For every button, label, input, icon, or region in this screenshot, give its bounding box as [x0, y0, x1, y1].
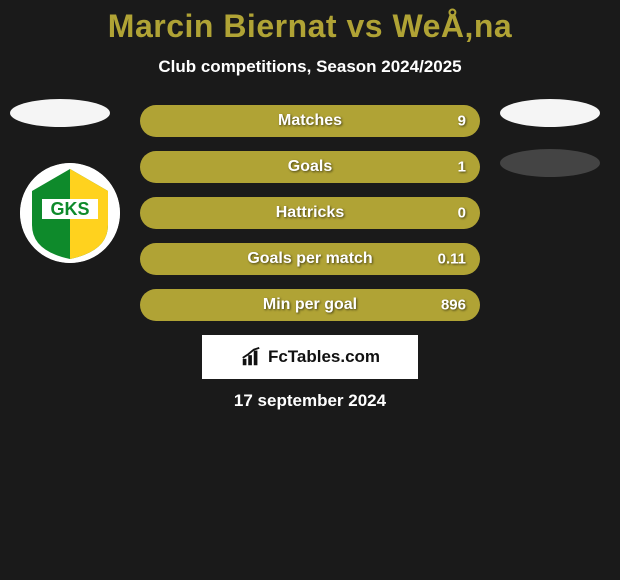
stat-bar-label: Goals per match [140, 250, 480, 268]
stat-bar: Matches9 [140, 105, 480, 137]
player-right-ellipse-1 [500, 99, 600, 127]
stat-bar: Goals1 [140, 151, 480, 183]
subtitle: Club competitions, Season 2024/2025 [0, 57, 620, 77]
player-left-ellipse [10, 99, 110, 127]
player-right-ellipse-2 [500, 149, 600, 177]
stat-bar: Goals per match0.11 [140, 243, 480, 275]
stat-bar-value: 0 [458, 205, 466, 222]
date-label: 17 september 2024 [0, 391, 620, 411]
club-logo-left: GKS [20, 163, 120, 263]
brand-label: FcTables.com [268, 347, 380, 367]
stat-bar-label: Matches [140, 112, 480, 130]
stat-bar-value: 9 [458, 113, 466, 130]
stat-bar-value: 896 [441, 297, 466, 314]
svg-text:GKS: GKS [50, 199, 89, 219]
stat-bar-label: Hattricks [140, 204, 480, 222]
stat-bar-label: Min per goal [140, 296, 480, 314]
chart-area: GKS Matches9 Goals1 Hattricks0 Goals per ma… [0, 105, 620, 321]
brand-box[interactable]: FcTables.com [202, 335, 418, 379]
stat-bar-value: 0.11 [438, 251, 466, 268]
stat-bar: Min per goal896 [140, 289, 480, 321]
page-title: Marcin Biernat vs WeÅ‚na [0, 8, 620, 45]
stat-bar: Hattricks0 [140, 197, 480, 229]
stat-bars: Matches9Goals1Hattricks0Goals per match0… [140, 105, 480, 321]
stat-bar-value: 1 [458, 159, 466, 176]
chart-icon [240, 346, 262, 368]
stat-bar-label: Goals [140, 158, 480, 176]
